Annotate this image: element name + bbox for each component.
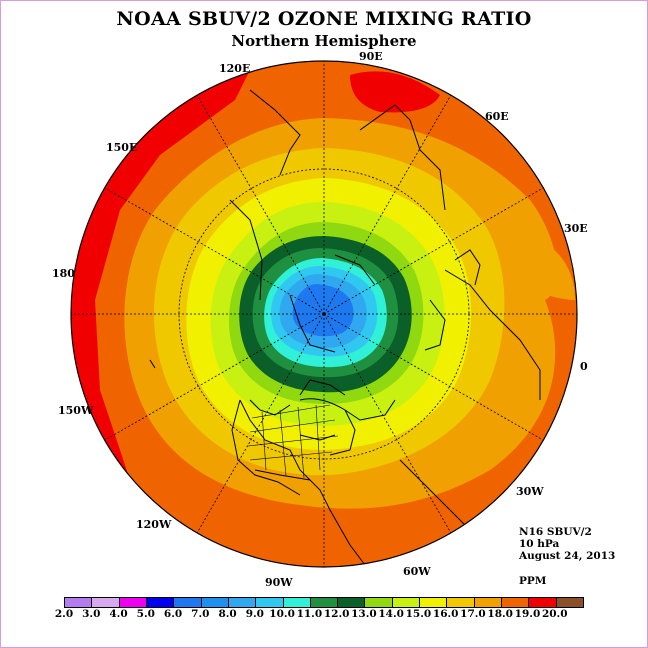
legend-swatch (310, 598, 339, 607)
map-boundary (70, 60, 578, 568)
legend-tick-label: 12.0 (323, 608, 350, 620)
lon-label-90w: 90W (265, 576, 293, 589)
legend-swatch (92, 598, 120, 607)
legend-tick-label: 10.0 (269, 608, 295, 620)
legend-tick-label: 2.0 (54, 608, 74, 620)
legend-tick-label: 17.0 (460, 608, 486, 620)
units-label: PPM (519, 575, 547, 587)
legend-tick-label: 16.0 (432, 608, 459, 620)
legend-tick-label: 4.0 (109, 608, 128, 620)
color-legend-bar (64, 597, 584, 608)
legend-tick-label: 5.0 (136, 608, 155, 620)
color-legend-labels: 2.0 3.0 4.0 5.0 6.0 7.0 8.0 9.0 10.0 11.0 12.0 13.0… (55, 608, 584, 622)
lon-label-0: 0 (580, 360, 588, 373)
legend-swatch (420, 598, 448, 607)
page-title: NOAA SBUV/2 OZONE MIXING RATIO (116, 8, 532, 30)
instrument-label: N16 SBUV/2 (519, 526, 592, 538)
legend-swatch (256, 598, 284, 607)
lon-label-90e: 90E (359, 50, 383, 63)
legend-tick-label: 19.0 (514, 608, 541, 620)
legend-tick-label: 14.0 (378, 608, 404, 620)
product-info: N16 SBUV/2 10 hPa August 24, 2013 (519, 526, 615, 562)
lon-label-150w: 150W (58, 404, 94, 417)
legend-swatch (474, 598, 502, 607)
legend-tick-label: 11.0 (296, 608, 323, 620)
lon-label-120w: 120W (136, 518, 172, 531)
legend-swatch (338, 598, 366, 607)
lon-label-30e: 30E (564, 222, 588, 235)
legend-swatch (365, 598, 393, 607)
legend-swatch (119, 598, 147, 607)
legend-swatch (529, 598, 557, 607)
legend-tick-label: 9.0 (245, 608, 264, 620)
legend-tick-label: 6.0 (163, 608, 183, 620)
legend-tick-label: 18.0 (487, 608, 513, 620)
legend-tick-label: 15.0 (405, 608, 432, 620)
lon-label-30w: 30W (516, 485, 544, 498)
legend-tick-label: 3.0 (82, 608, 101, 620)
legend-swatch (283, 598, 311, 607)
field-red-north (350, 71, 440, 113)
legend-swatch (228, 598, 257, 607)
legend-swatch (392, 598, 421, 607)
legend-tick-label: 13.0 (351, 608, 377, 620)
legend-swatch (447, 598, 475, 607)
legend-tick-label: 8.0 (218, 608, 237, 620)
legend-swatch (201, 598, 229, 607)
lon-label-150e: 150E (106, 141, 138, 154)
legend-tick-label: 20.0 (541, 608, 568, 620)
lon-label-60e: 60E (485, 110, 509, 123)
pressure-level-label: 10 hPa (519, 538, 560, 550)
page-subtitle: Northern Hemisphere (231, 32, 417, 50)
lon-label-180: 180 (52, 267, 75, 280)
legend-swatch (556, 598, 583, 607)
legend-tick-label: 7.0 (191, 608, 210, 620)
legend-swatch (174, 598, 202, 607)
lon-label-60w: 60W (403, 565, 431, 578)
legend-swatch (65, 598, 93, 607)
legend-swatch (146, 598, 175, 607)
lon-label-120e: 120E (219, 62, 251, 75)
graticule (71, 61, 577, 567)
field-orange-east (518, 230, 575, 300)
date-label: August 24, 2013 (519, 550, 616, 562)
coastlines (149, 89, 541, 566)
legend-swatch (502, 598, 530, 607)
field-deep-blue (292, 284, 354, 337)
